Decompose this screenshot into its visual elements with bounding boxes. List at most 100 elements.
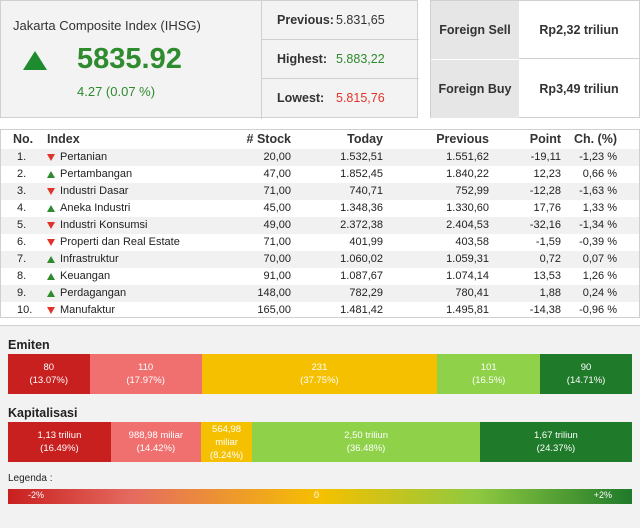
up-triangle-icon [47, 204, 55, 212]
cell-stock: 49,00 [263, 219, 291, 231]
table-row: 2. Pertambangan 47,00 1.852,45 1.840,22 12,23… [1, 166, 639, 183]
cell-index: Manufaktur [47, 302, 247, 319]
stat-label: Highest: [277, 52, 327, 66]
legend-gradient-bar: -2% 0 +2% [8, 489, 632, 504]
cell-today: 2.372,38 [340, 219, 383, 231]
emiten-segment: 90 (14.71%) [540, 354, 632, 394]
stat-label: Lowest: [277, 91, 325, 105]
cell-today: 740,71 [349, 185, 383, 197]
down-triangle-icon [47, 187, 55, 195]
foreign-label: Foreign Sell [431, 1, 519, 59]
segment-value: 110 [138, 362, 154, 373]
cell-today: 1.852,45 [340, 168, 383, 180]
index-value: 5835.92 [77, 43, 182, 75]
cell-prev: 1.330,60 [446, 202, 489, 214]
cell-ch: -0,39 % [579, 236, 617, 248]
index-name: Properti dan Real Estate [60, 236, 180, 248]
segment-percent: (13.07%) [29, 375, 69, 386]
cell-today: 1.348,36 [340, 202, 383, 214]
cell-no: 7. [17, 253, 27, 265]
cell-no: 8. [17, 270, 27, 282]
up-triangle-icon [47, 272, 55, 280]
segment-percent: (24.37%) [536, 443, 576, 454]
cell-point: 13,53 [533, 270, 561, 282]
index-name: Manufaktur [60, 304, 116, 316]
index-name: Aneka Industri [60, 202, 131, 214]
segment-percent: (14.71%) [566, 375, 606, 386]
down-triangle-icon [47, 153, 55, 161]
index-name: Pertanian [60, 151, 108, 163]
up-triangle-icon [47, 289, 55, 297]
cell-today: 1.087,67 [340, 270, 383, 282]
cell-ch: 0,24 % [582, 287, 617, 299]
stat-row: Highest: 5.883,22 [262, 40, 419, 79]
cell-prev: 1.551,62 [446, 151, 489, 163]
segment-value: 101 [480, 362, 497, 373]
down-triangle-icon [47, 221, 55, 229]
segment-percent: (37.75%) [300, 375, 339, 386]
segment-percent: (16.49%) [40, 443, 79, 454]
cell-no: 1. [17, 151, 27, 163]
cell-prev: 403,58 [455, 236, 489, 248]
segment-value: 988,98 miliar [128, 430, 184, 441]
market-breadth-section: Emiten 80 (13.07%) 110 (17.97%) 231 (37.75%) 1… [0, 325, 640, 528]
cell-point: 1,88 [539, 287, 561, 299]
stat-row: Previous: 5.831,65 [262, 1, 419, 40]
cell-prev: 1.059,31 [446, 253, 489, 265]
table-row: 9. Perdagangan 148,00 782,29 780,41 1,88 0,24 … [1, 285, 639, 302]
segment-value: 90 [580, 362, 592, 373]
index-name: Pertambangan [60, 168, 133, 180]
down-triangle-icon [47, 238, 55, 246]
cell-stock: 70,00 [263, 253, 291, 265]
cell-ch: 1,26 % [582, 270, 617, 282]
cell-index: Infrastruktur [47, 251, 247, 268]
foreign-flow-panel: Foreign Sell Rp2,32 triliun Foreign Buy Rp3… [430, 0, 640, 118]
segment-value: 2,50 triliun [344, 430, 388, 441]
stat-label: Previous: [277, 13, 334, 27]
cell-prev: 780,41 [455, 287, 489, 299]
cell-point: 0,72 [539, 253, 561, 265]
kapitalisasi-title: Kapitalisasi [8, 406, 78, 420]
cell-point: -1,59 [535, 236, 561, 248]
stat-row: Lowest: 5.815,76 [262, 79, 419, 118]
index-name: Keuangan [60, 270, 111, 282]
stat-value: 5.883,22 [336, 52, 385, 66]
emiten-segment: 231 (37.75%) [201, 354, 438, 394]
segment-percent: (14.42%) [136, 443, 176, 454]
up-triangle-icon [47, 255, 55, 263]
legend-label: Legenda : [8, 473, 53, 484]
cell-prev: 2.404,53 [446, 219, 489, 231]
index-title: Jakarta Composite Index (IHSG) [13, 18, 201, 33]
cell-index: Aneka Industri [47, 200, 247, 217]
emiten-segment: 110 (17.97%) [89, 354, 202, 394]
index-summary-panel: Jakarta Composite Index (IHSG) 5835.92 4… [0, 0, 419, 119]
stat-value: 5.831,65 [336, 13, 385, 27]
table-row: 10. Manufaktur 165,00 1.481,42 1.495,81 -14,3… [1, 302, 639, 319]
cell-ch: 0,07 % [582, 253, 617, 265]
foreign-value: Rp2,32 triliun [539, 23, 619, 37]
legend-max: +2% [593, 490, 612, 500]
column-header: No. [13, 132, 34, 146]
foreign-row: Foreign Buy Rp3,49 triliun [431, 60, 639, 118]
kapitalisasi-bar: 1,13 triliun (16.49%) 988,98 miliar (14.42%… [8, 422, 632, 462]
cell-stock: 91,00 [263, 270, 291, 282]
cell-no: 4. [17, 202, 27, 214]
cell-point: -12,28 [529, 185, 561, 197]
stat-value: 5.815,76 [336, 91, 385, 105]
cell-index: Pertambangan [47, 166, 247, 183]
cell-prev: 1.840,22 [446, 168, 489, 180]
table-row: 5. Industri Konsumsi 49,00 2.372,38 2.404,53… [1, 217, 639, 234]
index-stats: Previous: 5.831,65 Highest: 5.883,22 Lowest:… [261, 1, 419, 119]
cell-stock: 148,00 [257, 287, 291, 299]
column-header: Index [47, 132, 80, 146]
cell-index: Industri Konsumsi [47, 217, 247, 234]
sector-index-table: No. Index # Stock Today Previous Point Ch. (%)… [0, 129, 640, 318]
segment-percent: (36.48%) [346, 443, 386, 454]
table-row: 4. Aneka Industri 45,00 1.348,36 1.330,60 17,… [1, 200, 639, 217]
segment-value: 564,98 miliar [212, 423, 242, 448]
foreign-label: Foreign Buy [431, 60, 519, 118]
cell-stock: 71,00 [263, 236, 291, 248]
segment-value: 1,67 triliun [534, 430, 578, 441]
column-header: Ch. (%) [573, 132, 617, 146]
column-header: Point [529, 132, 561, 146]
